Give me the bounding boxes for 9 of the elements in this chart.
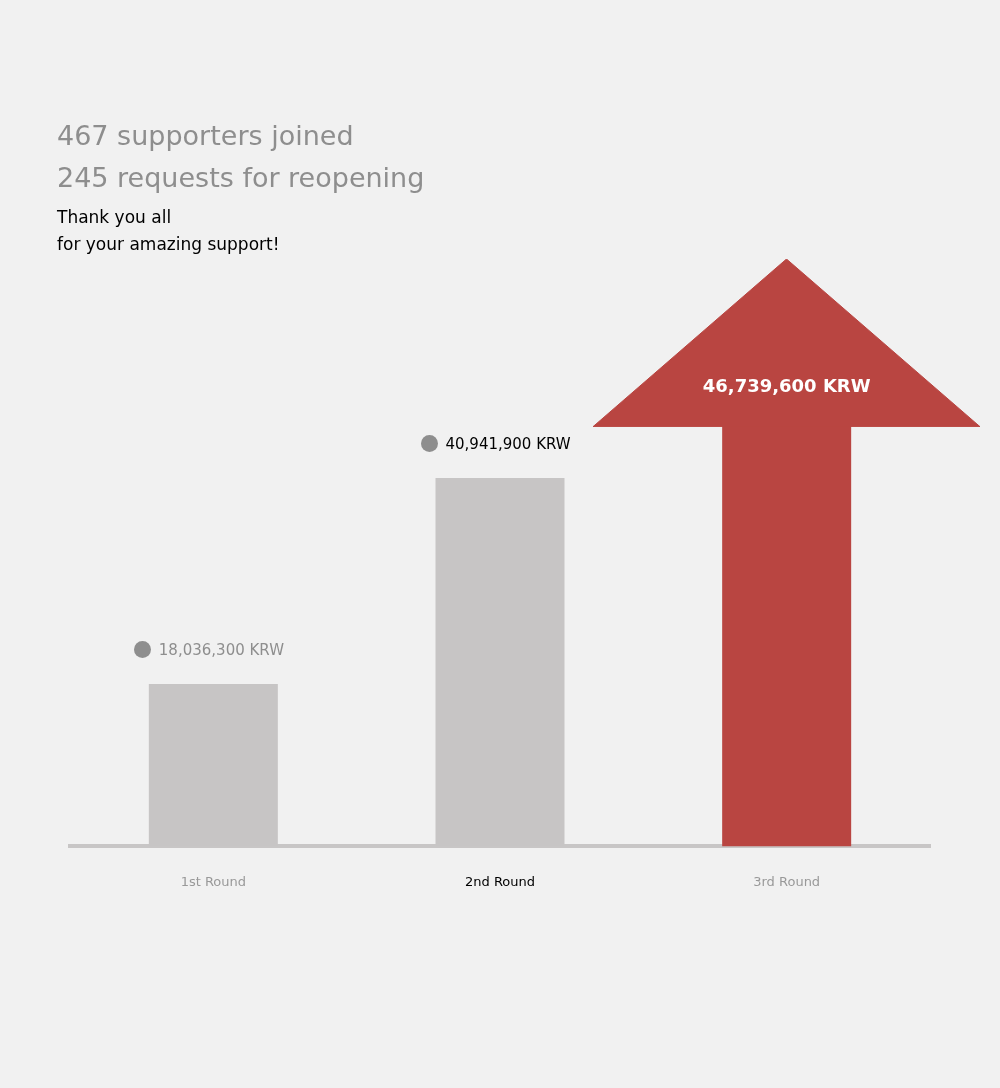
x-tick-label: 3rd Round bbox=[753, 873, 821, 889]
data-label: 46,739,600 KRW bbox=[702, 375, 871, 397]
text: Thank you all for your amazing support! bbox=[57, 206, 280, 256]
chart-title: 467 supporters joined bbox=[57, 120, 354, 151]
x-tick-label: 1st Round bbox=[180, 873, 247, 889]
data-label: 18,036,300 KRW bbox=[158, 641, 284, 660]
data-label: 40,941,900 KRW bbox=[445, 434, 571, 453]
x-tick-label: 2nd Round bbox=[464, 873, 536, 889]
chart-subtitle: 245 requests for reopening bbox=[57, 162, 425, 193]
